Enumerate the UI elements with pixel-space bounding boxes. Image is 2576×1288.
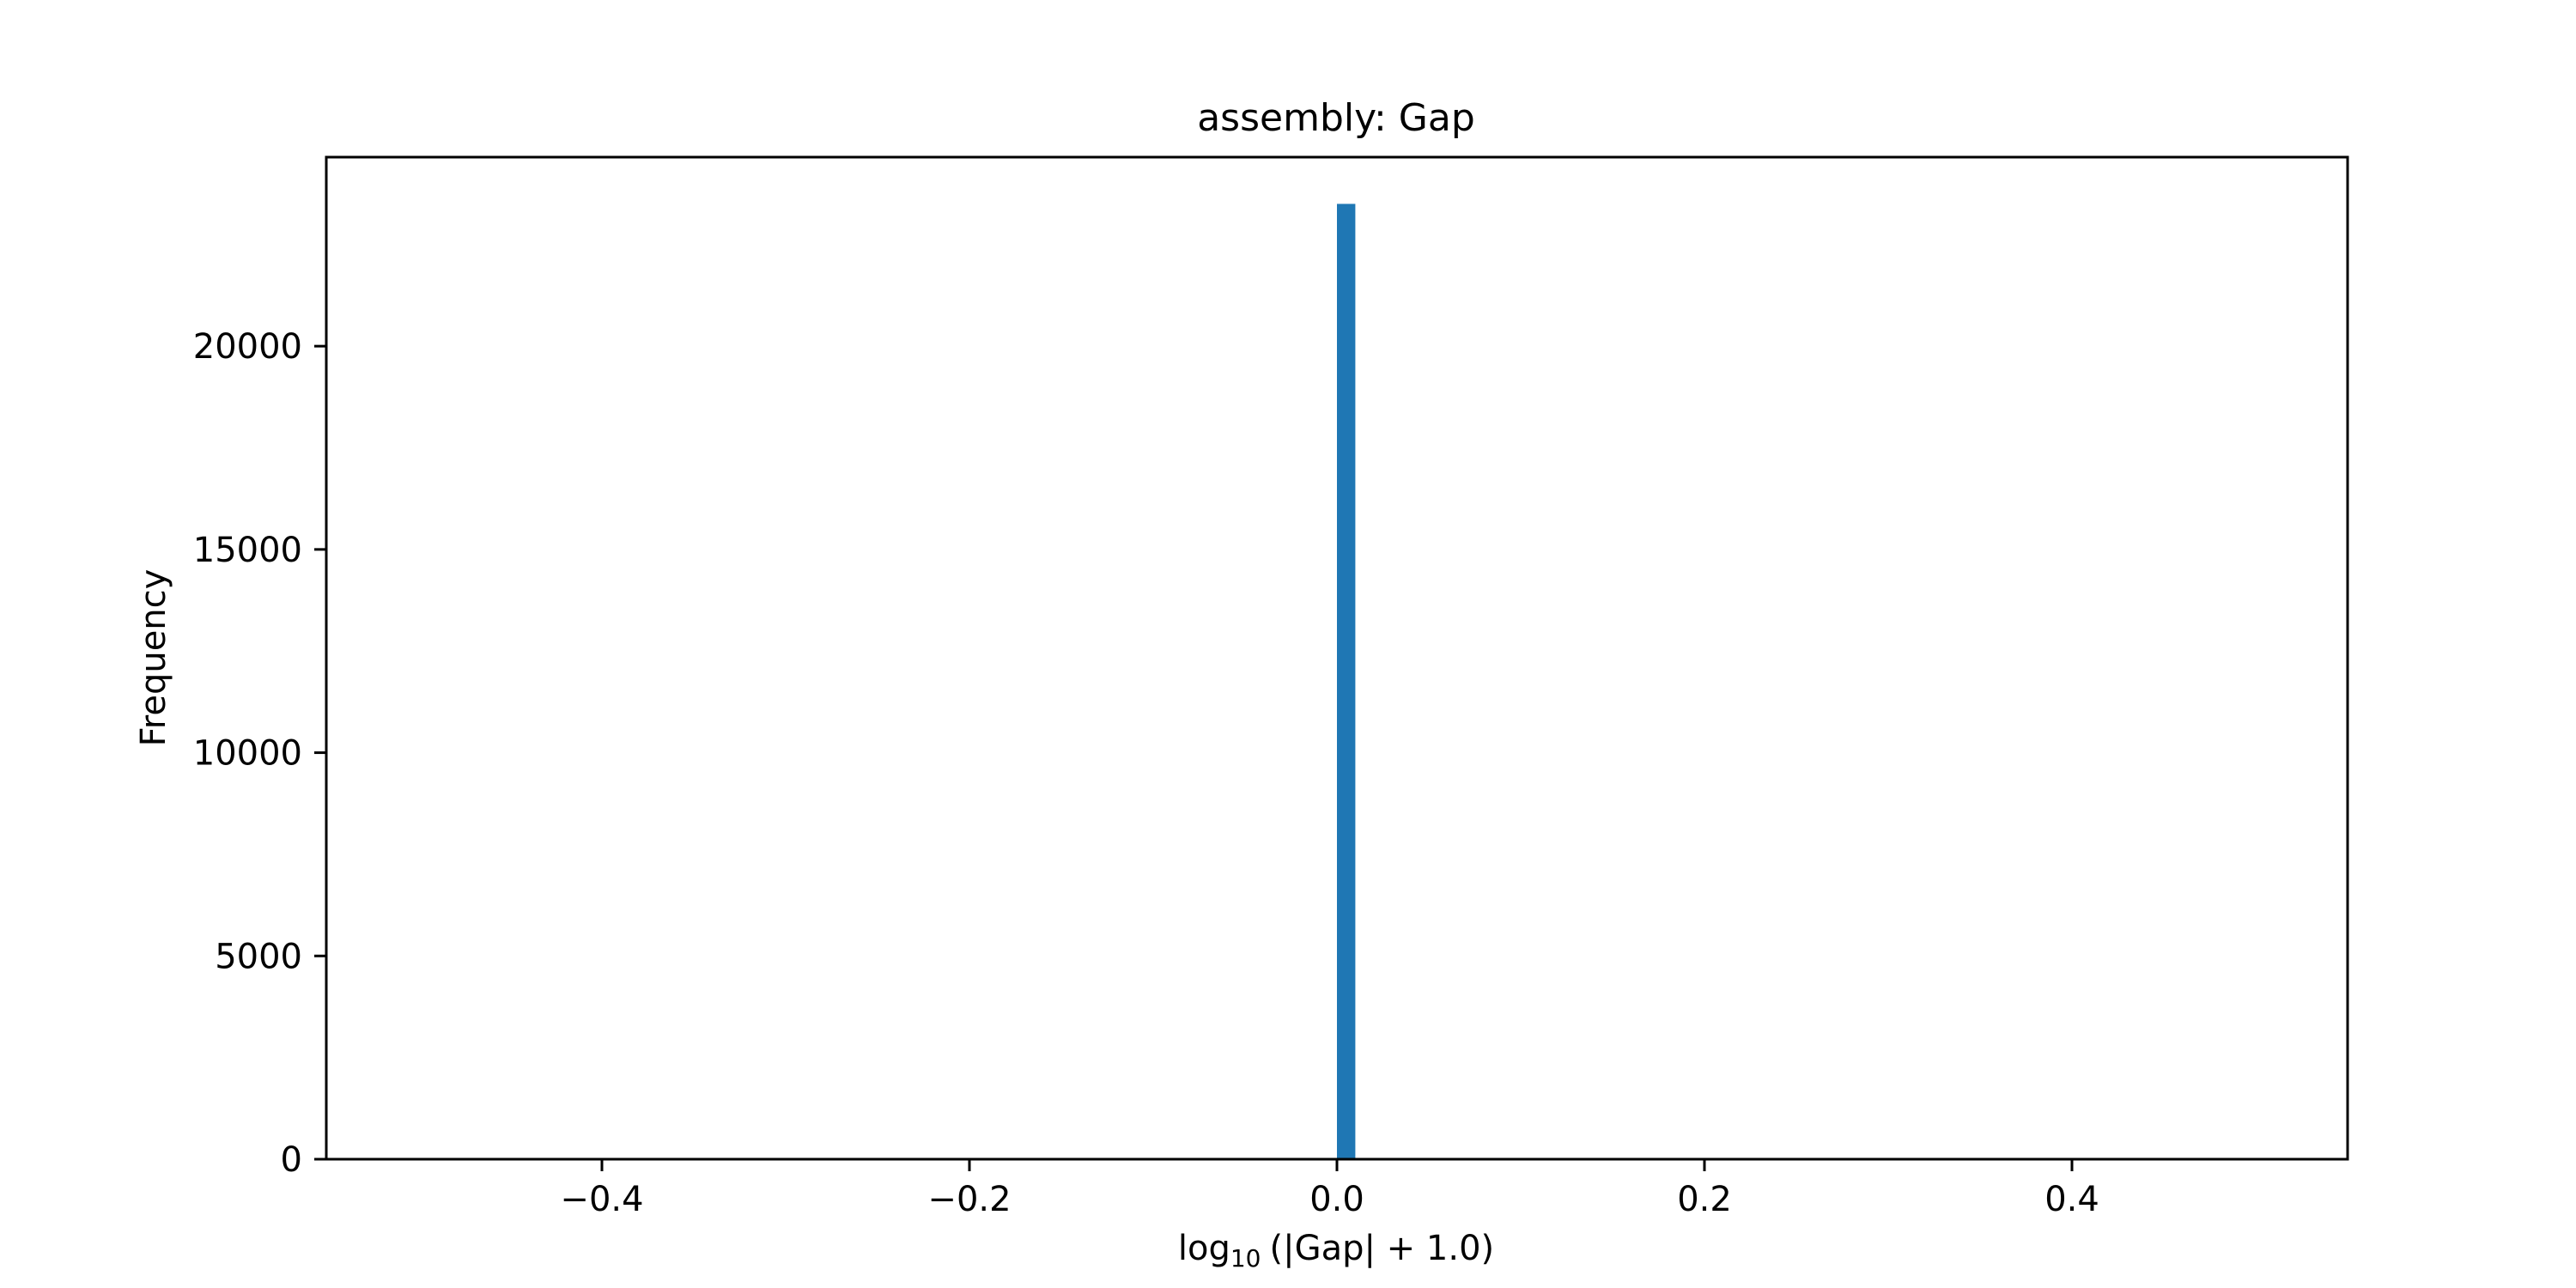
y-axis-label: Frequency — [134, 569, 173, 747]
y-tick-label: 0 — [281, 1140, 302, 1180]
x-axis-label-subscript: 10 — [1230, 1244, 1261, 1273]
x-tick-label: 0.0 — [1309, 1180, 1364, 1219]
chart-title: assembly: Gap — [1197, 96, 1475, 140]
x-tick-label: −0.2 — [927, 1180, 1011, 1219]
x-axis-label-suffix: (|Gap| + 1.0) — [1270, 1229, 1495, 1268]
x-tick-label: 0.4 — [2044, 1180, 2099, 1219]
y-tick-label: 5000 — [215, 937, 302, 976]
histogram-bar — [1337, 204, 1356, 1159]
x-axis-label: log10 (|Gap| + 1.0) — [1178, 1229, 1494, 1273]
y-tick-label: 15000 — [193, 531, 302, 570]
y-tick-label: 20000 — [193, 327, 302, 367]
x-axis-label-prefix: log — [1178, 1229, 1230, 1268]
x-tick-label: −0.4 — [560, 1180, 643, 1219]
y-axis-ticks: 0 5000 10000 15000 20000 — [193, 327, 326, 1180]
bars-layer — [1337, 204, 1356, 1159]
x-tick-label: 0.2 — [1677, 1180, 1732, 1219]
y-tick-label: 10000 — [193, 734, 302, 774]
plot-area-frame — [325, 155, 2349, 1161]
x-axis-ticks: −0.4 −0.2 0.0 0.2 0.4 — [560, 1159, 2099, 1219]
